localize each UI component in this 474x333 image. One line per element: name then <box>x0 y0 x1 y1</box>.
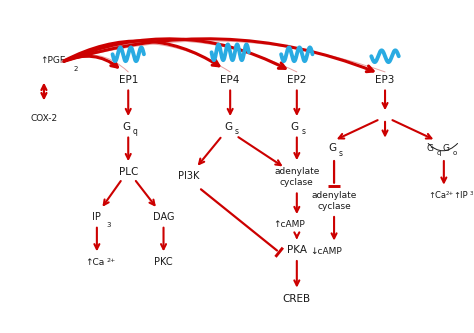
Text: adenylate: adenylate <box>274 167 319 176</box>
Text: s: s <box>339 149 343 158</box>
Text: ↓cAMP: ↓cAMP <box>310 247 342 256</box>
Text: EP4: EP4 <box>220 75 240 85</box>
Text: PI3K: PI3K <box>178 171 200 181</box>
Text: IP: IP <box>92 212 101 222</box>
Text: G: G <box>224 122 232 132</box>
Text: EP3: EP3 <box>375 75 395 85</box>
Text: q: q <box>437 150 441 156</box>
Text: ↑cAMP: ↑cAMP <box>273 220 305 229</box>
Text: EP2: EP2 <box>287 75 307 85</box>
Text: G: G <box>328 144 336 154</box>
Text: 2+: 2+ <box>446 191 454 196</box>
Text: cyclase: cyclase <box>317 202 351 211</box>
Text: 2+: 2+ <box>107 258 116 263</box>
Text: PKC: PKC <box>154 257 173 267</box>
Text: G: G <box>122 122 130 132</box>
Text: 3: 3 <box>469 191 473 196</box>
Text: DAG: DAG <box>153 212 174 222</box>
Text: PLC: PLC <box>118 167 138 177</box>
Text: G: G <box>442 144 449 153</box>
Text: adenylate: adenylate <box>311 191 357 200</box>
Text: EP1: EP1 <box>118 75 138 85</box>
Text: s: s <box>235 127 239 136</box>
Text: o: o <box>453 150 457 156</box>
Text: ↑Ca: ↑Ca <box>85 257 104 266</box>
Text: cyclase: cyclase <box>280 178 314 187</box>
Text: q: q <box>133 127 137 136</box>
Text: COX-2: COX-2 <box>30 115 57 124</box>
Text: s: s <box>301 127 306 136</box>
Text: PKA: PKA <box>287 245 307 255</box>
Text: ↑IP: ↑IP <box>454 191 468 200</box>
Text: ↑Ca: ↑Ca <box>428 191 446 200</box>
Text: 3: 3 <box>106 222 111 228</box>
Text: ↑PGE: ↑PGE <box>40 56 65 65</box>
Text: G: G <box>291 122 299 132</box>
Text: 2: 2 <box>73 66 78 72</box>
Text: G: G <box>427 144 434 153</box>
Text: CREB: CREB <box>283 294 311 304</box>
